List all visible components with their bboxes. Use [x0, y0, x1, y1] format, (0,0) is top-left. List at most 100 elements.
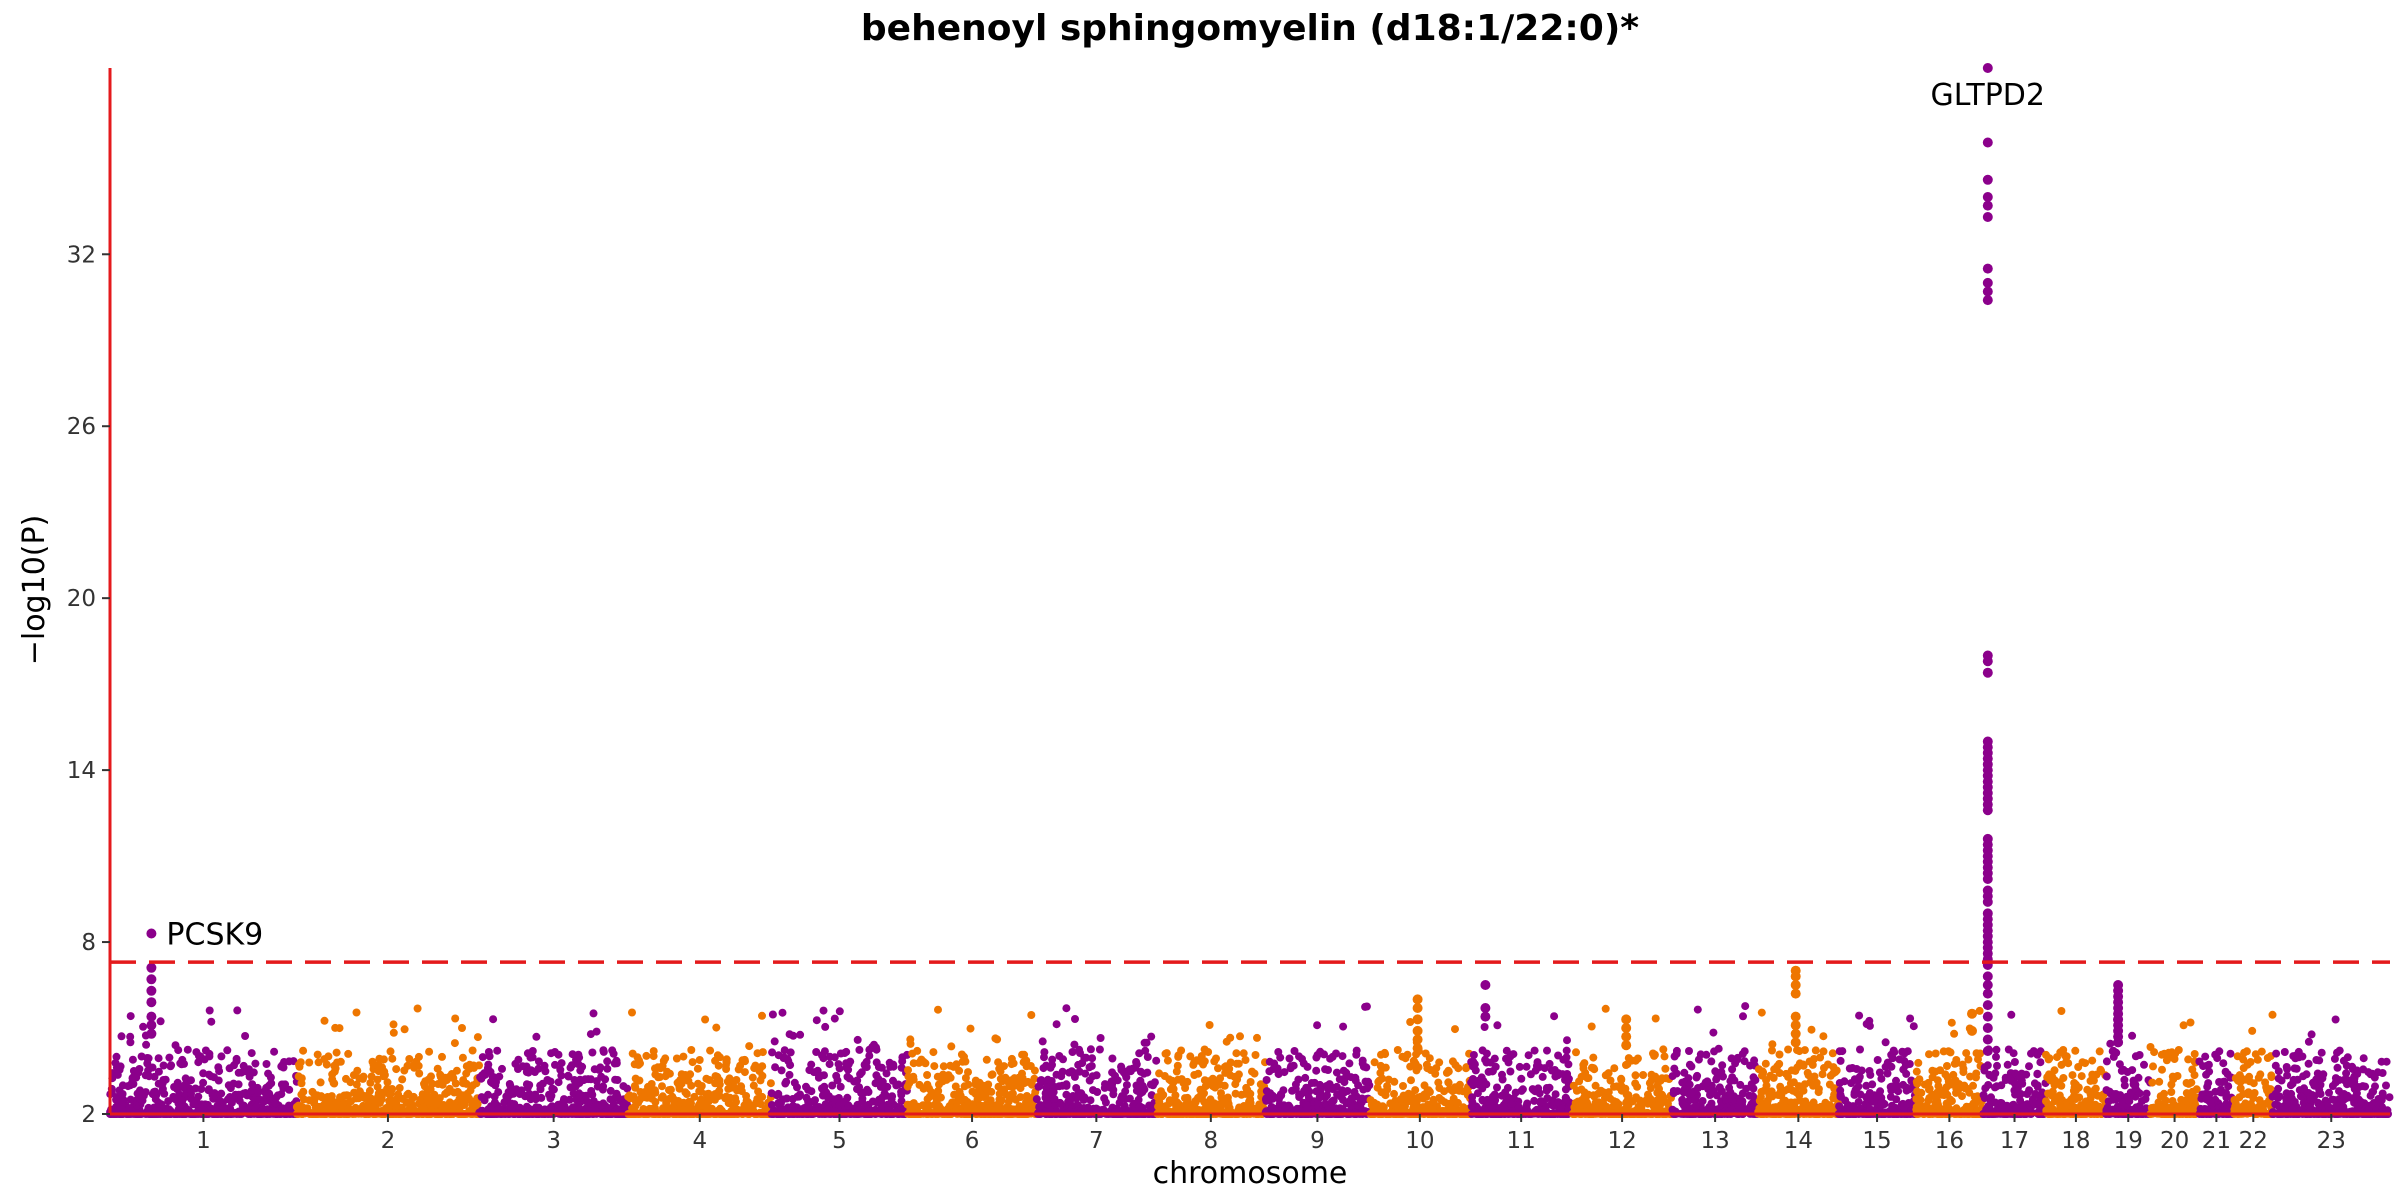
snp-point [383, 1078, 392, 1087]
snp-point [818, 1051, 826, 1060]
snp-point [1043, 1075, 1052, 1084]
snp-point [554, 1078, 563, 1087]
snp-point [712, 1023, 721, 1032]
snp-point [1059, 1055, 1067, 1064]
snp-point [598, 1085, 607, 1094]
snp-point [588, 1048, 597, 1057]
snp-point [436, 1070, 445, 1079]
snp-point [1624, 1054, 1633, 1063]
snp-point [856, 1070, 865, 1079]
snp-point [1290, 1047, 1299, 1055]
snp-point [603, 1057, 612, 1066]
snp-point [1332, 1049, 1340, 1058]
snp-point [388, 1054, 397, 1063]
snp-point [1651, 1014, 1660, 1023]
snp-point [1581, 1094, 1590, 1103]
snp-point [1016, 1093, 1025, 1102]
chromosome-points-2 [292, 1004, 483, 1118]
snp-point [1135, 1102, 1144, 1111]
snp-point [1279, 1086, 1288, 1095]
snp-point [1343, 1087, 1352, 1095]
snp-point [1236, 1032, 1244, 1041]
snp-point [1612, 1082, 1621, 1091]
snp-point [305, 1058, 314, 1067]
snp-point [1117, 1094, 1126, 1103]
snp-point [485, 1052, 494, 1061]
snp-point [592, 1077, 601, 1086]
snp-point [1241, 1089, 1250, 1098]
snp-point [596, 1063, 605, 1072]
snp-point [998, 1077, 1007, 1086]
snp-point [825, 1060, 834, 1069]
snp-point [532, 1032, 541, 1041]
snp-point [468, 1046, 477, 1055]
snp-point [1058, 1067, 1067, 1076]
snp-point [930, 1062, 939, 1071]
snp-point [1327, 1097, 1336, 1106]
snp-point [793, 1092, 802, 1101]
snp-point [205, 1049, 214, 1058]
snp-point [1214, 1078, 1223, 1087]
snp-point [1036, 1076, 1045, 1085]
snp-point [223, 1046, 232, 1055]
snp-point [1589, 1053, 1598, 1062]
snp-point [1052, 1020, 1061, 1029]
snp-point [1084, 1105, 1093, 1114]
snp-point [642, 1051, 651, 1060]
snp-point [853, 1035, 862, 1044]
snp-point [1140, 1069, 1148, 1078]
snp-point [541, 1067, 550, 1076]
snp-point [1108, 1068, 1117, 1077]
snp-point [498, 1064, 506, 1073]
snp-point [264, 1081, 273, 1090]
snp-point [1647, 1070, 1656, 1079]
snp-point [675, 1081, 684, 1090]
snp-point [1644, 1090, 1652, 1099]
snp-point [462, 1062, 471, 1071]
snp-point [187, 1076, 195, 1085]
snp-point [1409, 1104, 1418, 1112]
snp-point [462, 1069, 471, 1078]
chromosome-points-1 [106, 1006, 301, 1118]
snp-point [623, 1084, 632, 1093]
snp-point [331, 1064, 340, 1073]
points-layer [106, 1002, 2394, 1118]
snp-point [170, 1095, 179, 1104]
snp-point [686, 1070, 695, 1079]
snp-point [1649, 1049, 1657, 1058]
snp-point [352, 1008, 361, 1017]
snp-point [770, 1037, 779, 1046]
snp-point [832, 1071, 841, 1080]
snp-point [1538, 1072, 1547, 1081]
snp-point [187, 1089, 195, 1098]
snp-point [1285, 1054, 1294, 1063]
snp-point [217, 1052, 226, 1061]
snp-point [1370, 1058, 1379, 1067]
snp-point [113, 1070, 122, 1079]
snp-point [1517, 1074, 1526, 1083]
snp-point [1085, 1063, 1094, 1072]
snp-point [1407, 1076, 1415, 1085]
snp-point [740, 1068, 749, 1077]
snp-point [568, 1050, 577, 1059]
snp-point [1364, 1077, 1373, 1086]
snp-point [350, 1088, 359, 1097]
snp-point [524, 1068, 533, 1077]
snp-point [413, 1004, 422, 1013]
snp-point [834, 1094, 843, 1102]
snp-point [208, 1090, 217, 1099]
snp-point [262, 1060, 271, 1068]
snp-point [782, 1094, 791, 1103]
snp-point [1451, 1061, 1460, 1070]
snp-point [994, 1058, 1003, 1067]
snp-point [1067, 1067, 1076, 1076]
chromosome-points-12 [1568, 1004, 1676, 1118]
snp-point [1030, 1066, 1039, 1075]
snp-point [1601, 1004, 1610, 1013]
snp-point [1022, 1062, 1031, 1071]
snp-point [1398, 1105, 1407, 1114]
snp-point [1398, 1052, 1407, 1061]
snp-point [215, 1096, 224, 1105]
snp-point [1288, 1086, 1297, 1095]
snp-point [1507, 1100, 1516, 1109]
